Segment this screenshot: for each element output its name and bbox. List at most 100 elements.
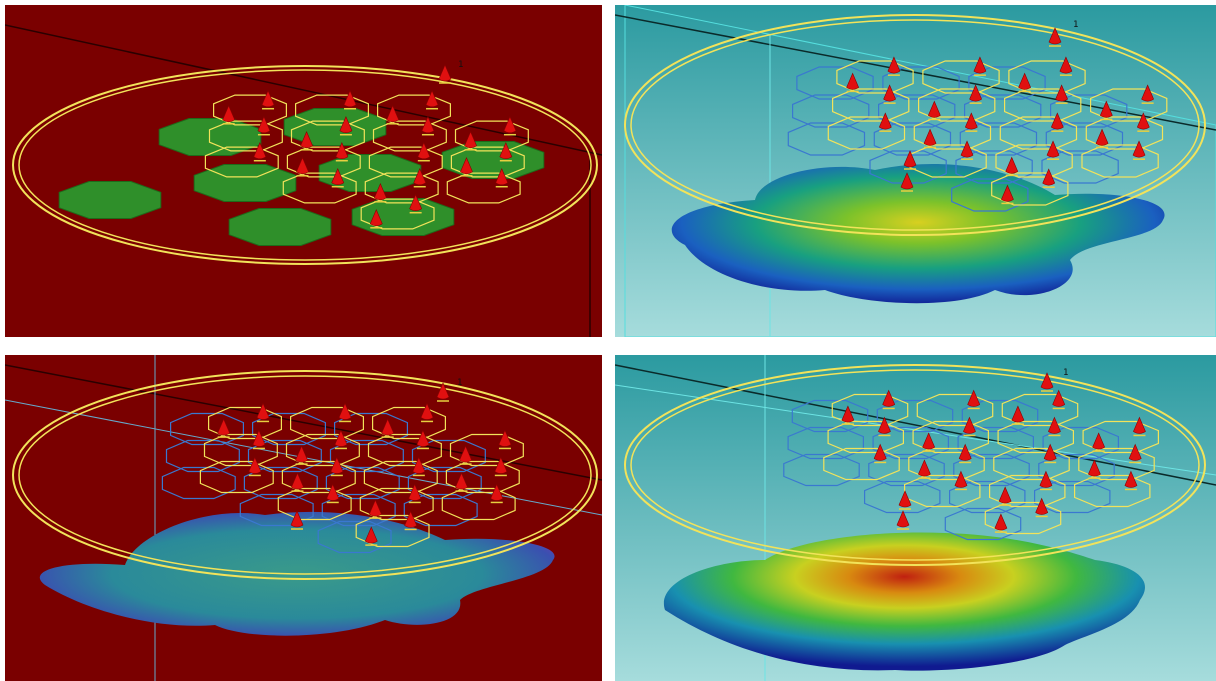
hexagon-blue [964, 94, 1042, 128]
antenna-marker-icon [408, 483, 422, 504]
hexagon-yellow [908, 447, 985, 481]
green-pad [351, 198, 455, 236]
hexagon-blue [944, 507, 1022, 541]
antenna-marker-icon [330, 456, 344, 477]
antenna-markers [217, 382, 512, 546]
antenna-marker-icon [1095, 128, 1109, 149]
hexagon-blue [949, 480, 1026, 514]
panel-top-right: 1 [615, 5, 1216, 337]
hexagon-yellow [363, 460, 438, 494]
antenna-marker-icon [1052, 389, 1066, 410]
antenna-marker-icon [386, 105, 400, 125]
antenna-marker-icon [882, 389, 896, 410]
antenna-marker-icon [412, 456, 426, 477]
hexagon-yellow [1090, 88, 1168, 122]
antenna-marker-icon [964, 112, 978, 132]
antenna-marker-icon [338, 402, 352, 423]
hexagon-yellow [208, 406, 282, 440]
antenna-marker-icon [490, 483, 504, 504]
hexagon-yellow [1004, 88, 1082, 122]
hexagon-blue [1050, 94, 1128, 128]
hexagon-yellow [290, 120, 365, 152]
port-label: 1 [1073, 20, 1078, 30]
antenna-marker-icon [256, 402, 270, 423]
hexagon-blue [959, 122, 1038, 156]
hexagon-yellow [286, 146, 361, 178]
hexagon-blue [403, 493, 478, 527]
antenna-marker-icon [334, 429, 348, 450]
antenna-marker-icon [954, 470, 968, 491]
hexagon-blue [243, 466, 318, 500]
antenna-marker-icon [290, 510, 304, 530]
antenna-marker-icon [1128, 443, 1142, 464]
antenna-marker-icon [1136, 112, 1150, 132]
antenna-marker-icon [381, 418, 395, 438]
hexagon-yellow [995, 144, 1073, 178]
hexagon-blue [951, 178, 1029, 212]
inner-ring [630, 19, 1200, 231]
outer-ring [624, 14, 1206, 236]
hexagon-blue [1042, 426, 1119, 460]
hexagon-yellow [1078, 447, 1155, 481]
hexagon-yellow [984, 501, 1062, 535]
hexagon-blue [170, 412, 244, 446]
antenna-marker-icon [459, 445, 472, 465]
hexagon-blue [882, 66, 960, 100]
hexagon-yellow [199, 460, 274, 494]
antenna-marker-icon [498, 429, 512, 450]
antenna-marker-icon [222, 105, 236, 125]
hexagon-blue [325, 466, 400, 500]
hexagon-yellow [454, 120, 529, 152]
box-edge [624, 5, 1216, 337]
hexagon-blue [1041, 150, 1119, 184]
hexagon-yellow [213, 94, 287, 126]
antenna-marker-icon [1046, 140, 1060, 160]
hexagon-blue [247, 439, 322, 473]
hexagon-blue [957, 426, 1034, 460]
antenna-marker-icon [887, 56, 901, 76]
hexagon-blue [868, 453, 945, 487]
antenna-marker-icon [369, 209, 383, 229]
hexagon-yellow [449, 433, 524, 467]
scene-top-right: 1 [615, 5, 1216, 337]
antenna-marker-icon [1088, 459, 1101, 479]
hexagon-yellow [918, 88, 996, 122]
hexagon-blue [334, 412, 408, 446]
antenna-marker-icon [503, 115, 517, 136]
antenna-marker-icon [900, 172, 914, 192]
antenna-marker-icon [873, 443, 887, 464]
inner-ring [18, 69, 592, 261]
panel-top-left: 1 [5, 5, 602, 337]
antenna-marker-icon [898, 490, 912, 510]
hexagon-yellow [364, 172, 439, 204]
hexagon-blue [791, 399, 869, 433]
hexagon-yellow [446, 172, 521, 204]
hexagon-yellow [836, 60, 914, 94]
hexagon-yellow [377, 94, 451, 126]
hexagon-blue [1045, 122, 1124, 156]
hexagon-yellow [295, 94, 369, 126]
hexagon-blue [783, 453, 860, 487]
hexagon-yellow [441, 487, 516, 521]
antenna-marker-icon [416, 429, 430, 450]
panel-bottom-right: 1 [615, 355, 1216, 681]
hexagon-blue [1034, 480, 1111, 514]
antenna-marker-icon [1011, 405, 1025, 425]
scene-top-left: 1 [5, 5, 602, 337]
antenna-marker-icon [1132, 140, 1146, 160]
antenna-marker-icon [1005, 156, 1019, 177]
antenna-marker-icon [967, 389, 981, 410]
hexagon-blue [955, 150, 1033, 184]
antenna-marker-icon [958, 443, 972, 464]
hexagon-yellow [997, 420, 1074, 454]
antenna-marker-icon [257, 115, 271, 136]
hexagon-blue [252, 412, 326, 446]
hexagon-yellow [912, 420, 989, 454]
antenna-marker-icon [1040, 372, 1054, 392]
hexagon-blue [329, 439, 404, 473]
hexagon-yellow [831, 393, 909, 427]
hexagon-yellow [827, 420, 904, 454]
inner-ring [630, 369, 1200, 561]
hexagon-yellow [993, 447, 1070, 481]
antenna-marker-icon [1043, 443, 1057, 464]
